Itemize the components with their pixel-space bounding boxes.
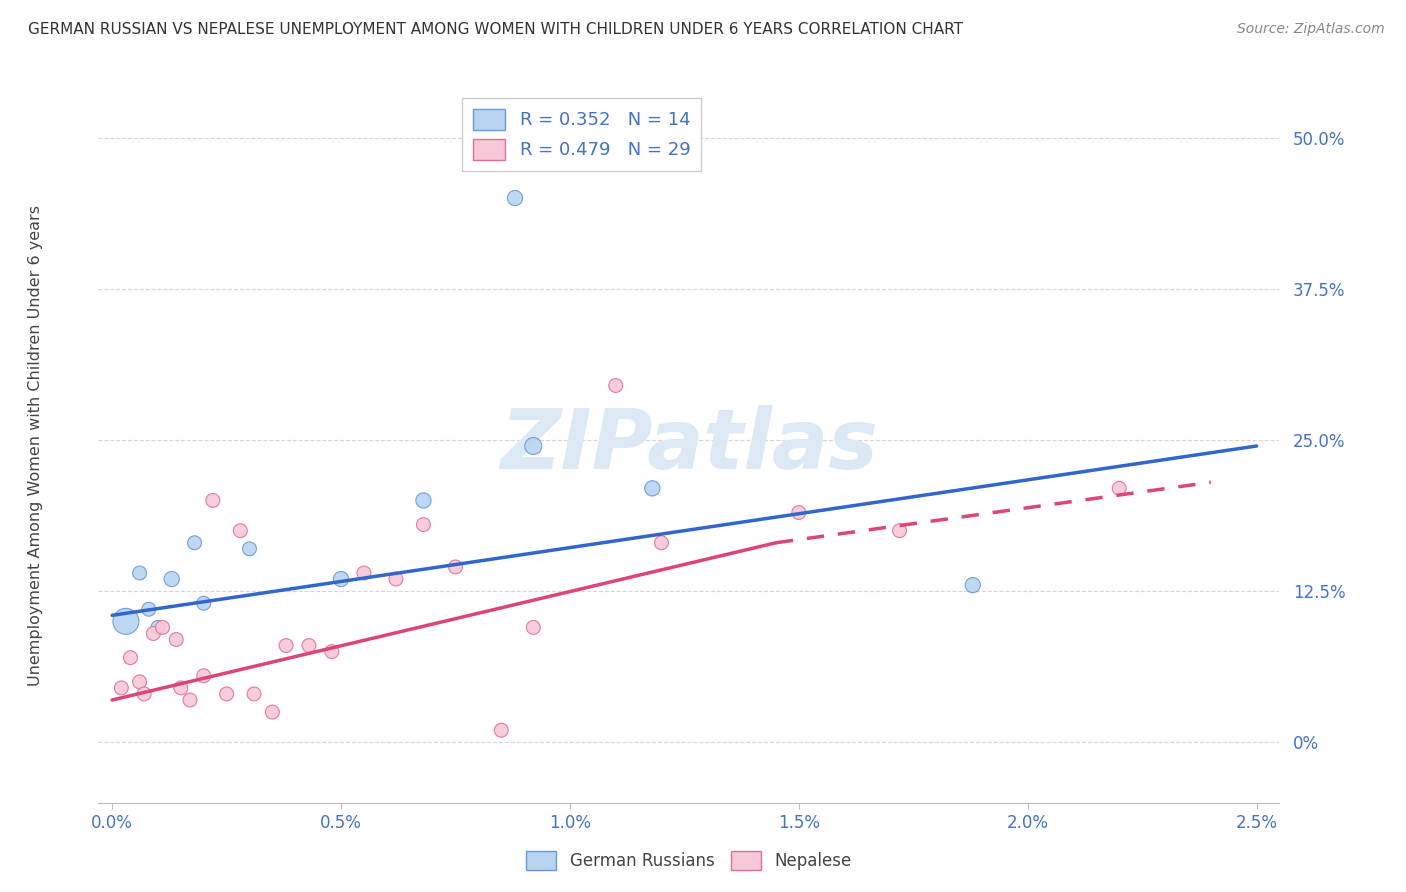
Point (444, 560, 467, 574)
Point (128, 674, 150, 689)
Point (262, 705, 284, 719)
Point (330, 572, 353, 586)
Point (215, 687, 238, 701)
Point (787, 506, 810, 520)
Text: Unemployment Among Women with Children Under 6 years: Unemployment Among Women with Children U… (28, 205, 42, 687)
Point (193, 596, 215, 610)
Point (522, 620, 544, 634)
Point (193, 669, 215, 683)
Point (385, 572, 408, 586)
Text: GERMAN RUSSIAN VS NEPALESE UNEMPLOYMENT AMONG WOMEN WITH CHILDREN UNDER 6 YEARS : GERMAN RUSSIAN VS NEPALESE UNEMPLOYMENT … (28, 22, 963, 37)
Point (238, 541, 260, 556)
Point (503, 191, 526, 205)
Point (183, 535, 205, 549)
Point (1108, 481, 1130, 495)
Point (522, 439, 544, 453)
Point (115, 615, 138, 629)
Text: Source: ZipAtlas.com: Source: ZipAtlas.com (1237, 22, 1385, 37)
Point (170, 681, 193, 695)
Point (889, 524, 911, 538)
Point (120, 650, 142, 665)
Point (412, 517, 434, 532)
Point (179, 693, 201, 707)
Point (229, 524, 252, 538)
Point (650, 535, 672, 549)
Point (165, 632, 187, 647)
Point (128, 566, 150, 580)
Point (491, 723, 513, 738)
Point (605, 378, 627, 392)
Point (298, 639, 321, 653)
Point (201, 493, 224, 508)
Point (142, 626, 165, 640)
Point (243, 687, 266, 701)
Point (353, 566, 375, 580)
Point (641, 481, 664, 495)
Text: ZIPatlas: ZIPatlas (501, 406, 877, 486)
Point (962, 578, 984, 592)
Point (138, 602, 160, 616)
Point (152, 620, 174, 634)
Point (110, 681, 132, 695)
Point (274, 639, 297, 653)
Point (321, 645, 343, 659)
Point (412, 493, 434, 508)
Point (146, 620, 169, 634)
Point (160, 572, 183, 586)
Point (134, 687, 156, 701)
Legend: German Russians, Nepalese: German Russians, Nepalese (520, 844, 858, 877)
